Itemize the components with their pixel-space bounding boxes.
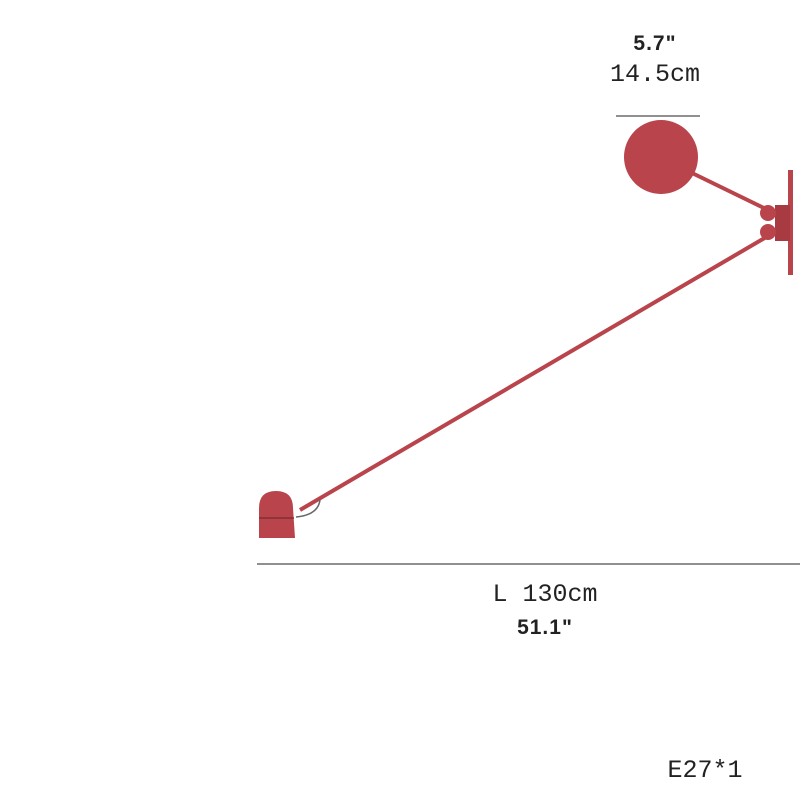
hinge-bottom xyxy=(760,224,776,240)
bracket xyxy=(775,205,790,241)
long-arm xyxy=(298,234,770,512)
short-arm xyxy=(689,170,769,212)
length-cm: L 130cm xyxy=(492,580,598,609)
wall-plate xyxy=(788,170,793,275)
round-reflector xyxy=(624,120,698,194)
length-inches: 51.1" xyxy=(517,616,573,639)
shade-width-inches: 5.7" xyxy=(633,32,677,55)
hinge-top xyxy=(760,205,776,221)
lamp-head xyxy=(259,491,295,538)
bulb-spec: E27*1 xyxy=(667,756,743,785)
shade-width-cm: 14.5cm xyxy=(609,60,700,89)
lamp xyxy=(259,120,793,538)
cable xyxy=(295,499,321,518)
